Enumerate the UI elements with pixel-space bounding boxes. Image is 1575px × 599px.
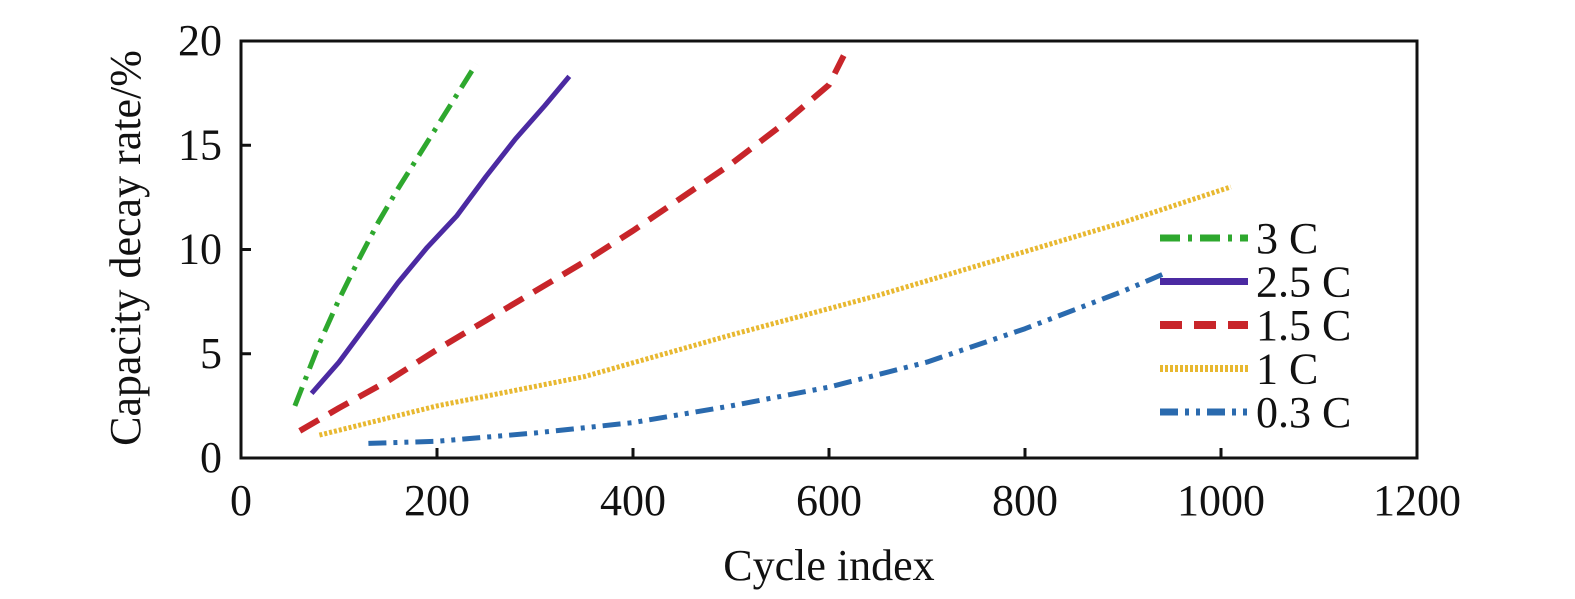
legend-label: 1.5 C [1256,301,1351,350]
series-line-4 [318,184,1232,438]
legend-label: 3 C [1256,214,1318,263]
y-axis-ticks: 0 5 10 15 20 [178,16,251,482]
x-tick-label: 0 [230,476,252,525]
y-tick-label: 0 [200,433,222,482]
x-tick-label: 800 [992,476,1058,525]
x-axis-label: Cycle index [723,541,934,590]
y-tick-label: 5 [200,329,222,378]
x-tick-label: 1000 [1177,476,1265,525]
x-tick-label: 200 [404,476,470,525]
legend: 3 C2.5 C1.5 C1 C0.3 C [1160,214,1351,437]
x-axis-ticks: 0 200 400 600 800 1000 1200 [230,448,1461,525]
legend-label: 2.5 C [1256,258,1351,307]
legend-label: 0.3 C [1256,388,1351,437]
series-line-5 [368,272,1164,446]
series-line-2 [309,74,572,396]
y-axis-label: Capacity decay rate/% [101,50,150,446]
plot-frame [239,39,1419,460]
x-tick-label: 1200 [1373,476,1461,525]
y-tick-label: 15 [178,120,222,169]
x-tick-label: 400 [600,476,666,525]
legend-label: 1 C [1256,345,1318,394]
x-tick-label: 600 [796,476,862,525]
y-tick-label: 20 [178,16,222,65]
y-tick-label: 10 [178,225,222,274]
series-line-1 [292,62,479,407]
series-group [292,54,1232,446]
series-line-3 [298,54,847,434]
